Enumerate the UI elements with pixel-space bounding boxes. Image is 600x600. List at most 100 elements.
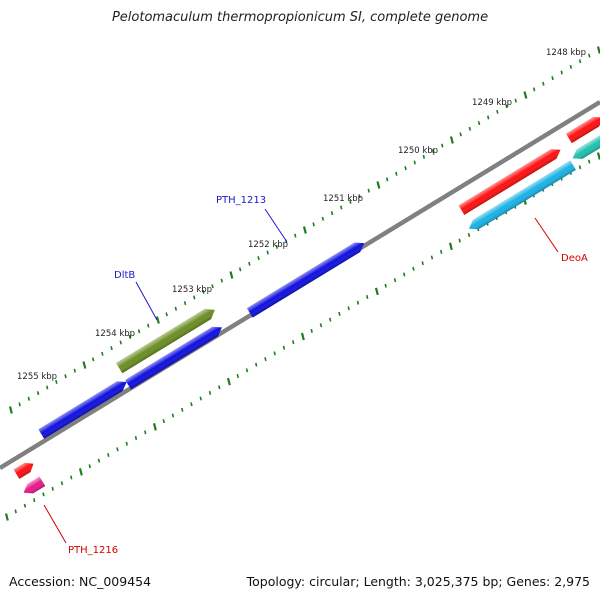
feature-teal-1248-shading — [572, 134, 600, 159]
inner-ruler-tick — [347, 306, 350, 311]
inner-ruler-tick — [282, 345, 286, 350]
outer-ruler-tick — [569, 64, 573, 69]
outer-ruler-tick — [441, 143, 444, 148]
gene-dltb-shading — [116, 308, 215, 374]
outer-ruler-tick — [505, 104, 508, 109]
inner-ruler-tick — [448, 242, 453, 251]
feature-red-1256[interactable] — [13, 459, 37, 479]
inner-ruler-tick — [440, 249, 443, 254]
outer-ruler-tick — [358, 194, 361, 199]
inner-ruler-tick — [374, 287, 379, 296]
feature-red-1250[interactable] — [458, 145, 564, 215]
outer-ruler-tick — [542, 81, 545, 86]
genome-summary-text: Topology: circular; Length: 3,025,375 bp… — [246, 574, 590, 589]
gene-label-dltb[interactable]: DltB — [114, 270, 135, 281]
outer-ruler-tick — [220, 278, 223, 283]
outer-ruler-tick — [46, 385, 49, 390]
gene-pth-1216[interactable] — [21, 476, 46, 498]
ruler-label: 1255 kbp — [17, 372, 57, 382]
outer-ruler-tick — [449, 136, 454, 144]
feature-red-1248[interactable] — [566, 113, 600, 144]
inner-ruler-tick — [403, 272, 406, 277]
inner-ruler-tick — [467, 233, 471, 237]
gene-label-pth-1213[interactable]: PTH_1213 — [216, 195, 266, 206]
ruler-label: 1252 kbp — [248, 240, 288, 250]
outer-ruler-tick — [468, 126, 472, 131]
accession-text: Accession: NC_009454 — [9, 574, 152, 589]
outer-ruler-tick — [588, 53, 591, 58]
outer-ruler-tick — [578, 59, 582, 64]
outer-ruler-tick — [183, 301, 187, 306]
inner-ruler-tick — [152, 423, 157, 431]
inner-ruler-tick — [107, 453, 110, 457]
inner-ruler-tick — [88, 464, 91, 469]
inner-ruler-tick — [4, 513, 9, 521]
callout-line-pth-1216 — [43, 504, 67, 544]
outer-ruler-tick — [523, 91, 528, 99]
inner-ruler-tick — [14, 509, 17, 514]
outer-ruler-tick — [395, 171, 398, 176]
feature-blue-1255[interactable] — [38, 377, 129, 439]
callout-line-pth-1213 — [264, 208, 288, 243]
outer-ruler-tick — [459, 132, 462, 137]
outer-ruler-tick — [202, 289, 205, 294]
feature-red-1248-shading — [566, 117, 600, 144]
ruler-label: 1249 kbp — [472, 98, 512, 108]
outer-ruler-tick — [321, 216, 325, 221]
gene-label-deoa[interactable]: DeoA — [561, 253, 588, 264]
inner-ruler-tick — [199, 396, 202, 401]
inner-ruler-tick — [329, 317, 332, 322]
outer-ruler-tick — [431, 149, 435, 154]
gene-pth-1213[interactable] — [246, 238, 367, 318]
outer-ruler-tick — [340, 205, 343, 210]
inner-ruler-tick — [144, 430, 147, 435]
inner-ruler-tick — [273, 351, 276, 356]
inner-ruler-tick — [226, 377, 231, 386]
feature-blue-1254[interactable] — [125, 323, 225, 390]
inner-ruler-tick — [42, 492, 45, 497]
gene-dltb[interactable] — [116, 305, 218, 374]
inner-ruler-tick — [458, 238, 461, 243]
ruler-label: 1253 kbp — [172, 285, 212, 295]
outer-ruler-tick — [376, 181, 381, 189]
inner-ruler-tick — [78, 468, 83, 476]
outer-ruler-tick — [174, 306, 178, 311]
feature-blue-1255-shading — [38, 381, 127, 439]
outer-ruler-tick — [404, 166, 407, 171]
outer-ruler-tick — [165, 312, 168, 317]
outer-ruler-tick — [8, 406, 13, 414]
inner-ruler-tick — [23, 503, 27, 508]
outer-ruler-tick — [560, 70, 563, 75]
outer-ruler-tick — [82, 361, 87, 369]
feature-blue-1254-shading — [125, 326, 222, 390]
gene-deoa[interactable] — [466, 160, 576, 234]
feature-red-1250-shading — [458, 149, 561, 215]
gene-label-pth-1216[interactable]: PTH_1216 — [68, 545, 118, 556]
outer-ruler-tick — [211, 284, 214, 289]
ruler-label: 1254 kbp — [95, 329, 135, 339]
inner-ruler-tick — [588, 159, 591, 164]
inner-ruler-tick — [70, 475, 73, 480]
inner-ruler-tick — [255, 362, 258, 367]
inner-ruler-tick — [97, 458, 101, 463]
outer-ruler-tick — [147, 323, 150, 328]
inner-ruler-tick — [218, 385, 221, 390]
feature-teal-1248[interactable] — [570, 134, 600, 163]
outer-ruler-tick — [275, 244, 279, 249]
gene-pth-1216-shading — [23, 476, 46, 494]
outer-ruler-tick — [477, 121, 481, 126]
inner-ruler-tick — [366, 295, 369, 299]
outer-ruler-tick — [413, 160, 416, 165]
inner-ruler-tick — [578, 165, 582, 170]
inner-ruler-tick — [33, 498, 36, 503]
outer-ruler-tick — [238, 267, 242, 272]
inner-ruler-tick — [134, 436, 138, 440]
outer-ruler-tick — [128, 334, 132, 339]
inner-ruler-tick — [393, 278, 397, 283]
outer-ruler-tick — [64, 374, 67, 379]
outer-ruler-tick — [137, 329, 141, 334]
outer-ruler-tick — [18, 402, 21, 407]
inner-ruler-tick — [430, 255, 434, 260]
inner-ruler-tick — [412, 266, 415, 271]
